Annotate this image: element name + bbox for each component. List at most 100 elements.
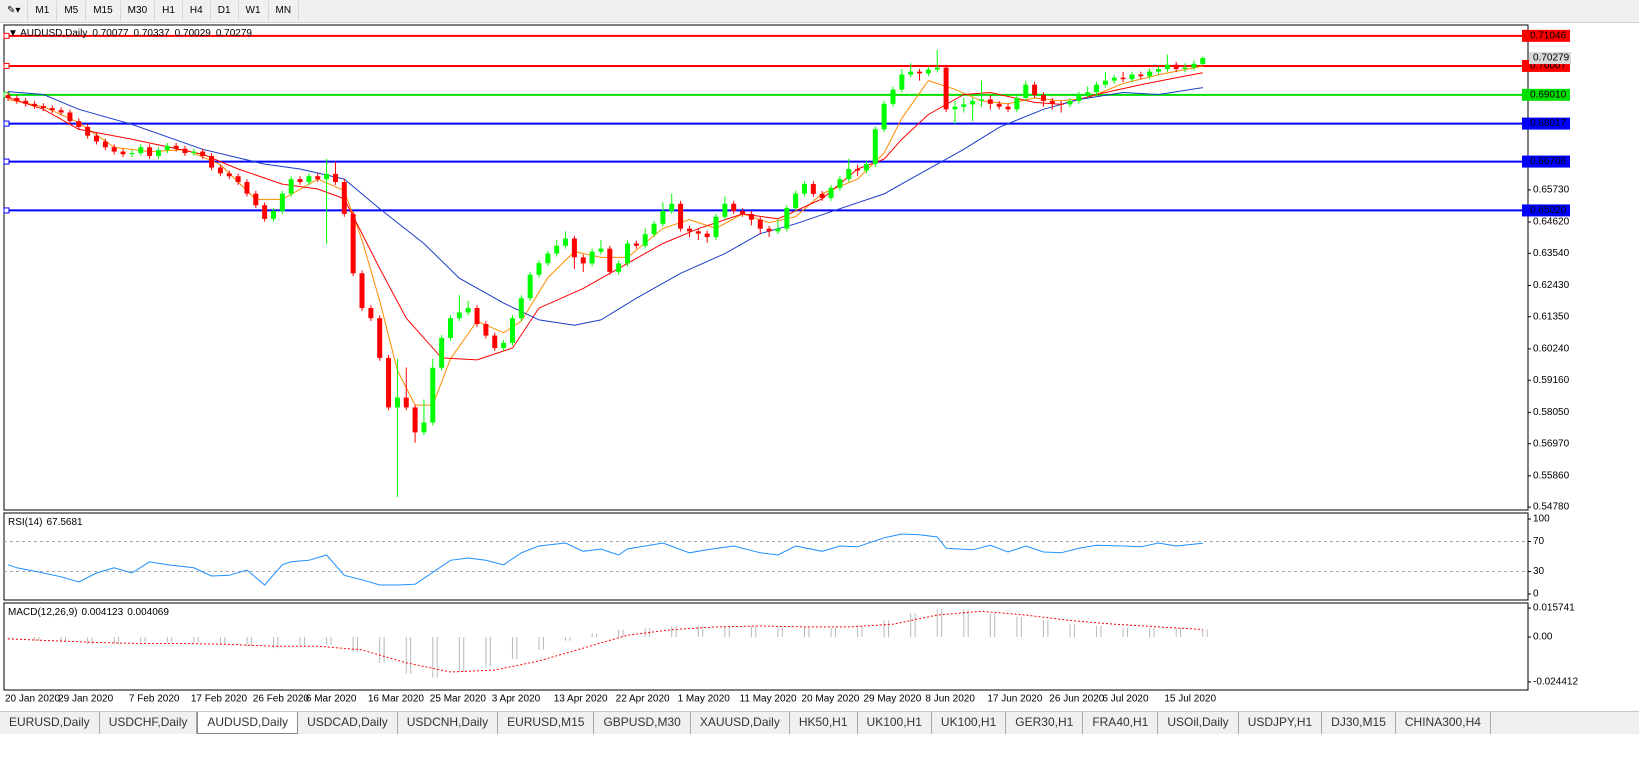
x-tick-label: 26 Feb 2020 [253, 694, 310, 705]
candle-body [147, 147, 153, 156]
candle-body [731, 203, 737, 212]
chart-tab[interactable]: HK50,H1 [790, 712, 858, 734]
candle-body [1191, 63, 1197, 68]
candle-body [1005, 106, 1011, 110]
candle-body [341, 182, 347, 214]
chart-tab[interactable]: DJ30,M15 [1322, 712, 1396, 734]
candle-body [483, 323, 489, 336]
candle-body [917, 71, 923, 74]
level-label: 0.69010 [1530, 89, 1567, 100]
indicator-label: RSI(14) 67.5681 [8, 517, 83, 528]
level-handle [3, 120, 10, 127]
level-label: 0.66706 [1530, 156, 1567, 167]
candle-body [1147, 71, 1153, 77]
menu-icon[interactable]: ✎▾ [0, 1, 29, 21]
candle-body [633, 243, 639, 246]
chart-tab[interactable]: EURUSD,M15 [498, 712, 595, 734]
x-tick-label: 13 Apr 2020 [554, 694, 608, 705]
symbol: AUDUSD,Daily [20, 28, 87, 39]
ohlc-close: 0.70279 [216, 28, 253, 39]
candle-body [253, 193, 259, 206]
x-tick-label: 22 Apr 2020 [616, 694, 670, 705]
timeframe-button[interactable]: H4 [183, 1, 211, 21]
panel-border [3, 512, 1529, 601]
candle-body [580, 257, 586, 264]
y-tick-label: 0.54780 [1533, 502, 1570, 513]
candle-body [660, 211, 666, 224]
candle-body [704, 233, 710, 238]
candle-body [456, 312, 462, 319]
y-tick-label: 0.65730 [1533, 184, 1570, 195]
chart-window: 0.65730 0.64620 0.63540 0.62430 0.61350 0.602… [3, 24, 1578, 705]
toolbar: ✎▾ M1 M5 M15 M30 H1 H4 D1 W1 MN [0, 0, 1639, 23]
candle-body [518, 298, 524, 319]
level-tag [1522, 29, 1570, 42]
candle-body [589, 251, 595, 264]
candle-body [85, 126, 91, 136]
x-tick-label: 16 Mar 2020 [368, 694, 425, 705]
timeframe-button[interactable]: H1 [155, 1, 183, 21]
candle-body [740, 211, 746, 214]
candle-body [200, 151, 206, 156]
y-tick-label: 0.59160 [1533, 375, 1570, 386]
level-tag [1522, 155, 1570, 168]
candle-body [793, 193, 799, 209]
candle-body [686, 228, 692, 232]
chart-tab[interactable]: USDJPY,H1 [1239, 712, 1323, 734]
candle-body [474, 308, 480, 324]
candle-body [209, 155, 215, 168]
chart-tab[interactable]: USDCNH,Daily [398, 712, 499, 734]
timeframe-button[interactable]: M1 [28, 1, 58, 21]
candle-body [67, 112, 73, 122]
chart-tab[interactable]: USDCAD,Daily [298, 712, 398, 734]
y-tick-label: 0.55860 [1533, 470, 1570, 481]
chart-tab[interactable]: USOil,Daily [1158, 712, 1239, 734]
candle-body [173, 145, 179, 149]
candle-body [1040, 95, 1046, 101]
candle-body [1129, 74, 1135, 80]
x-tick-label: 25 Mar 2020 [430, 694, 487, 705]
candle-body [377, 318, 383, 358]
y-tick-label: 0 [1533, 589, 1539, 600]
candle-body [288, 179, 294, 194]
candle-body [94, 135, 99, 142]
candle-body [1111, 77, 1117, 81]
candle-body [1164, 64, 1170, 70]
y-tick-label: 0.58050 [1533, 407, 1570, 418]
candle-body [120, 151, 126, 155]
macd-value: 0.004123 [81, 607, 123, 618]
timeframe-button[interactable]: MN [269, 1, 300, 21]
x-tick-label: 26 Jun 2020 [1049, 694, 1104, 705]
chart-tab[interactable]: AUDUSD,Daily [197, 712, 299, 734]
chart-tab[interactable]: UK100,H1 [858, 712, 932, 734]
chart-tab[interactable]: CHINA300,H4 [1396, 712, 1491, 734]
timeframe-button[interactable]: M30 [121, 1, 156, 21]
chart-tab[interactable]: GER30,H1 [1006, 712, 1084, 734]
candle-body [855, 168, 861, 171]
candle-body [430, 367, 436, 423]
timeframe-button[interactable]: M15 [86, 1, 121, 21]
candle-body [14, 98, 20, 101]
chart-tab[interactable]: UK100,H1 [932, 712, 1007, 734]
timeframe-button[interactable]: W1 [239, 1, 269, 21]
candle-body [1200, 58, 1206, 64]
candle-body [571, 238, 577, 258]
candle-body [421, 422, 427, 433]
timeframe-button[interactable]: M5 [57, 1, 87, 21]
chart-tab[interactable]: GBPUSD,M30 [594, 712, 691, 734]
chart-tab[interactable]: FRA40,H1 [1083, 712, 1159, 734]
macd-signal [7, 610, 1203, 673]
candle-body [1049, 100, 1055, 104]
candle-body [1156, 69, 1161, 72]
x-tick-label: 11 May 2020 [740, 694, 798, 705]
chart-tab[interactable]: USDCHF,Daily [100, 712, 198, 734]
candle-body [76, 121, 82, 127]
timeframe-button[interactable]: D1 [211, 1, 239, 21]
level-handle [3, 62, 10, 69]
candle-body [217, 167, 223, 174]
candle-body [598, 248, 604, 252]
chart-tab[interactable]: XAUUSD,Daily [691, 712, 790, 734]
candle-body [881, 103, 887, 130]
current-price-label: 0.70279 [1533, 53, 1570, 64]
chart-tab[interactable]: EURUSD,Daily [0, 712, 100, 734]
